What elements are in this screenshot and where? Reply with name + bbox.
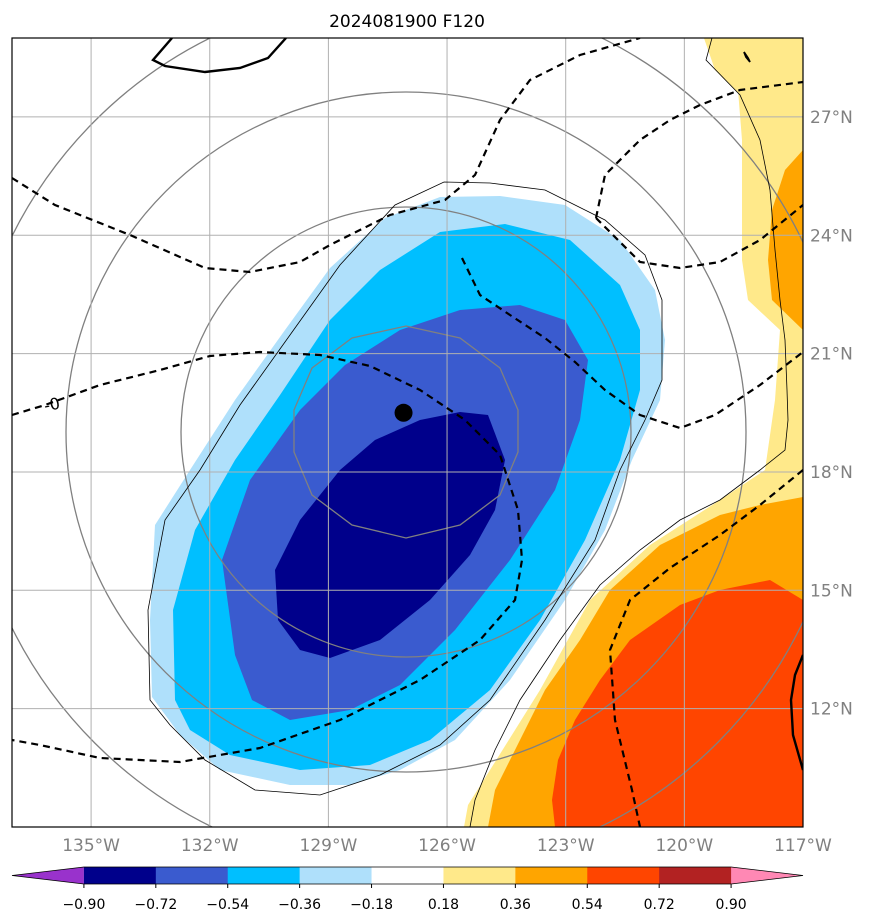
colorbar-extend-min — [12, 867, 84, 884]
chart-title: 2024081900 F120 — [329, 12, 485, 32]
y-axis-ticks: 12°N 15°N 18°N 21°N 24°N 27°N — [810, 108, 853, 720]
filled-region-pos-036 — [768, 150, 803, 330]
colorbar-segment — [83, 867, 157, 884]
filled-region-pos-054 — [552, 580, 803, 827]
distance-rings — [12, 38, 803, 827]
x-axis-ticks: 135°W 132°W 129°W 126°W 123°W 120°W 117°W — [62, 836, 832, 856]
colorbar-tick-label: 0.90 — [716, 897, 747, 913]
shading-outlines — [147, 38, 789, 827]
colorbar-tick-label: −0.72 — [134, 897, 177, 913]
colorbar-tick-label: 0.36 — [500, 897, 531, 913]
x-tick-label: 132°W — [181, 836, 239, 856]
colorbar-segment — [659, 867, 732, 884]
y-tick-label: 15°N — [810, 581, 853, 601]
colorbar-segment — [299, 867, 373, 884]
colorbar-tick-label: 0.54 — [572, 897, 603, 913]
colorbar-segment — [515, 867, 588, 884]
y-tick-label: 12°N — [810, 700, 853, 720]
colorbar-tick-label: −0.90 — [62, 897, 105, 913]
dashed-contours — [12, 38, 803, 827]
colorbar-segment — [155, 867, 229, 884]
colorbar-tick-label: 0.72 — [644, 897, 675, 913]
colorbar-extend-max — [731, 867, 803, 884]
colorbar-segment — [443, 867, 516, 884]
x-tick-label: 129°W — [300, 836, 358, 856]
colorbar-tick-label: 0.18 — [428, 897, 459, 913]
colorbar: −0.90 −0.72 −0.54 −0.36 −0.18 0.18 0.36 0.54 0.7… — [11, 866, 804, 913]
colorbar-segment — [227, 867, 301, 884]
x-tick-label: 120°W — [655, 836, 713, 856]
colorbar-tick-label: −0.54 — [206, 897, 249, 913]
colorbar-segment — [587, 867, 660, 884]
colorbar-segment — [371, 867, 444, 884]
storm-center-marker — [394, 403, 413, 422]
colorbar-tick-label: −0.18 — [350, 897, 393, 913]
y-tick-label: 21°N — [810, 345, 853, 365]
gridlines — [12, 38, 803, 827]
filled-region-pos-018-top — [704, 38, 803, 95]
colorbar-tick-label: −0.36 — [278, 897, 321, 913]
plot-frame — [11, 37, 804, 828]
y-tick-label: 24°N — [810, 226, 853, 246]
plot-area: -0 — [12, 38, 803, 827]
x-tick-label: 135°W — [62, 836, 120, 856]
y-tick-label: 27°N — [810, 108, 853, 128]
y-tick-label: 18°N — [810, 463, 853, 483]
solid-contours — [151, 38, 803, 771]
x-tick-label: 123°W — [537, 836, 595, 856]
x-tick-label: 117°W — [774, 836, 832, 856]
x-tick-label: 126°W — [418, 836, 476, 856]
dashed-contour-label: -0 — [42, 394, 62, 416]
